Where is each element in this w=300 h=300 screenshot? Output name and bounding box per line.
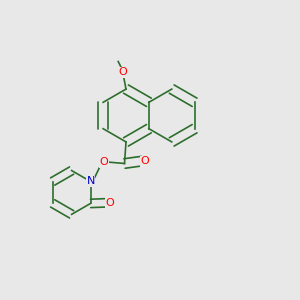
Text: O: O	[100, 157, 109, 167]
Text: O: O	[140, 156, 149, 166]
Text: O: O	[118, 67, 127, 77]
Text: O: O	[106, 198, 115, 208]
Text: N: N	[86, 176, 95, 187]
